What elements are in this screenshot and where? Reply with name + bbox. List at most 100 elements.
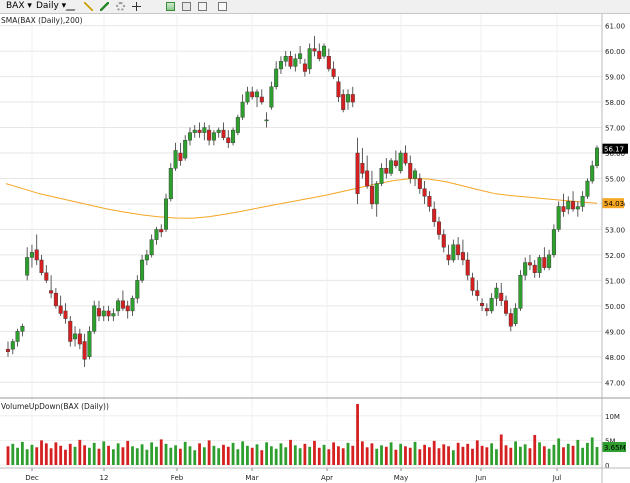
volume-bar — [150, 442, 154, 465]
volume-indicator-label: VolumeUpDown(BAX (Daily)) — [1, 402, 109, 411]
volume-bar — [30, 444, 34, 465]
print-icon[interactable] — [198, 2, 207, 11]
candle-body — [585, 180, 590, 197]
volume-bar — [514, 441, 517, 465]
volume-bar — [126, 440, 130, 465]
candle-body — [374, 183, 379, 205]
volume-bar — [399, 443, 403, 465]
sma-indicator-label: SMA(BAX (Daily),200) — [1, 16, 83, 25]
candle-body — [63, 310, 68, 319]
sma-value-badge — [602, 198, 624, 209]
volume-bar — [576, 439, 580, 465]
screenshot-icon[interactable] — [182, 2, 191, 11]
volume-bar — [35, 447, 39, 465]
candle-body — [566, 201, 571, 210]
volume-bar — [581, 447, 585, 465]
volume-bar — [131, 446, 134, 465]
candle-body — [187, 132, 192, 141]
volume-bar — [456, 442, 460, 465]
candle-body — [34, 249, 39, 261]
volume-bar — [174, 445, 178, 465]
volume-bar — [533, 434, 537, 465]
volume-bar — [121, 447, 125, 465]
candle-body — [417, 178, 422, 189]
price-tick-label: 48.00 — [605, 354, 625, 362]
volume-bar — [83, 445, 87, 465]
volume-bar — [337, 446, 340, 465]
candle-body — [82, 341, 87, 360]
volume-bar — [566, 443, 570, 465]
volume-bar — [116, 443, 120, 465]
candle-body — [398, 152, 403, 172]
symbol-selector[interactable]: BAX ▾ — [6, 1, 32, 11]
candle-body — [508, 313, 513, 327]
candle-body — [197, 129, 202, 133]
candle-body — [144, 254, 149, 261]
candle-body — [527, 262, 532, 266]
candle-body — [436, 221, 441, 235]
time-tick-label: 12 — [100, 474, 109, 482]
candle-body — [159, 229, 164, 233]
volume-bar — [40, 440, 43, 465]
time-tick-label: Dec — [25, 474, 39, 482]
paint-icon[interactable] — [100, 2, 109, 11]
volume-bar — [193, 450, 197, 465]
volume-bars — [6, 403, 599, 465]
volume-bar — [188, 446, 192, 465]
volume-bar — [552, 444, 556, 465]
candle-body — [5, 348, 10, 352]
candle-body — [44, 272, 49, 281]
volume-bar — [437, 448, 441, 465]
candle-body — [322, 45, 327, 57]
candle-body — [255, 91, 260, 98]
price-tick-label: 52.00 — [605, 252, 625, 260]
fullscreen-icon[interactable] — [218, 2, 227, 11]
interval-label: Daily — [36, 1, 59, 11]
volume-bar — [499, 434, 503, 465]
volume-bar — [269, 446, 273, 465]
gear-icon[interactable] — [116, 2, 125, 11]
volume-bar — [88, 447, 91, 465]
candle-body — [231, 129, 236, 144]
pencil-icon[interactable] — [65, 2, 80, 11]
time-tick-label: May — [394, 474, 408, 482]
volume-bar — [20, 441, 24, 465]
candle-body — [211, 132, 216, 141]
volume-bar — [140, 444, 144, 465]
crosshair-icon[interactable] — [132, 2, 141, 11]
candle-body — [341, 94, 346, 110]
time-tick-label: Apr — [321, 474, 333, 482]
volume-bar — [351, 445, 355, 465]
volume-bar — [64, 449, 67, 465]
candle-body — [130, 298, 135, 312]
volume-bar — [102, 441, 106, 465]
volume-bar — [6, 446, 10, 465]
candle-body — [537, 257, 542, 273]
volume-bar — [255, 444, 259, 465]
candle-body — [87, 331, 92, 357]
volume-bar — [16, 447, 19, 465]
add-indicator-icon[interactable] — [166, 2, 175, 11]
candle-body — [135, 280, 140, 299]
candle-body — [389, 160, 394, 174]
last-price-badge — [602, 143, 628, 154]
volume-bar — [222, 444, 225, 465]
volume-bar — [518, 446, 522, 465]
interval-selector[interactable]: Daily ▾ — [36, 1, 67, 11]
candle-body — [551, 229, 556, 256]
volume-bar — [509, 447, 513, 465]
volume-bar — [78, 439, 82, 465]
candle-body — [164, 198, 169, 230]
line-tool-icon[interactable] — [84, 2, 93, 11]
candle-body — [278, 61, 283, 70]
candle-body — [446, 254, 451, 261]
volume-bar — [68, 443, 72, 465]
candle-body — [345, 94, 350, 103]
volume-bar — [11, 443, 15, 465]
candle-body — [207, 129, 212, 141]
volume-bar — [504, 445, 508, 465]
symbol-label: BAX — [6, 1, 25, 11]
toolbar: BAX ▾ Daily ▾ — [0, 0, 630, 14]
candle-body — [307, 48, 312, 70]
price-tick-label: 47.00 — [605, 379, 625, 387]
